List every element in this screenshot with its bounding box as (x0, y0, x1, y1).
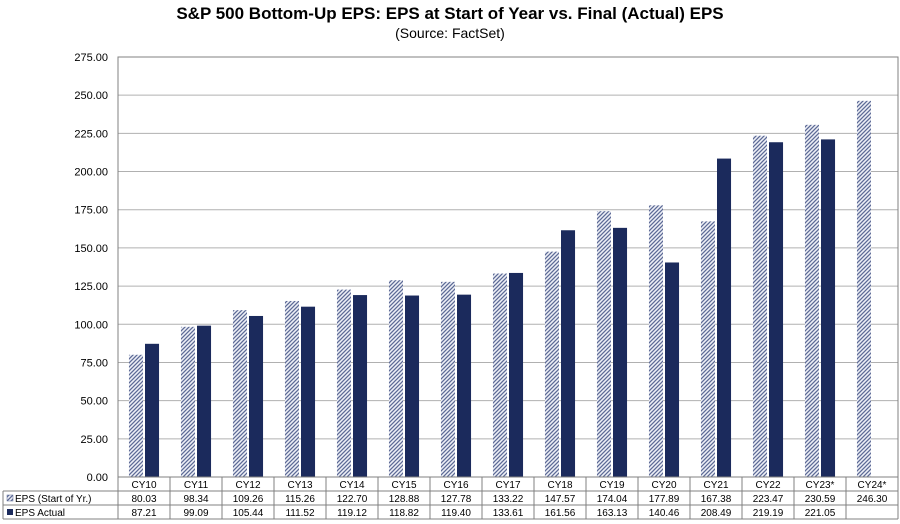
table-cell-value: 140.46 (649, 508, 680, 519)
chart-subtitle: (Source: FactSet) (395, 25, 505, 41)
table-cell-value: 115.26 (285, 494, 315, 505)
table-cell-value: 109.26 (233, 494, 264, 505)
table-cell-value: 128.88 (389, 494, 420, 505)
category-label: CY18 (547, 480, 572, 491)
bar-eps-actual (301, 306, 316, 477)
chart-title: S&P 500 Bottom-Up EPS: EPS at Start of Y… (176, 4, 724, 23)
table-cell-value: 161.56 (545, 508, 576, 519)
table-cell-value: 147.57 (545, 494, 576, 505)
bar-eps-start-of-year (856, 100, 871, 477)
table-cell-value: 230.59 (805, 494, 836, 505)
y-tick-label: 250.00 (74, 90, 108, 102)
bar-eps-actual (353, 295, 368, 477)
category-label: CY12 (235, 480, 260, 491)
table-cell-value: 223.47 (753, 494, 784, 505)
table-cell-value: 246.30 (857, 494, 888, 505)
bar-eps-start-of-year (544, 251, 559, 477)
category-label: CY15 (391, 480, 416, 491)
table-cell-value: 208.49 (701, 508, 732, 519)
legend-label: EPS (Start of Yr.) (15, 494, 92, 505)
table-cell-value: 99.09 (183, 508, 208, 519)
table-cell-value: 105.44 (233, 508, 264, 519)
bar-eps-start-of-year (492, 273, 507, 477)
category-label: CY16 (443, 480, 468, 491)
bar-eps-actual (665, 262, 680, 477)
y-tick-label: 225.00 (74, 128, 108, 140)
table-cell-value: 80.03 (131, 494, 156, 505)
bar-eps-start-of-year (752, 135, 767, 477)
y-tick-label: 125.00 (74, 281, 108, 293)
table-cell-value: 98.34 (183, 494, 208, 505)
table-cell-value: 133.22 (493, 494, 524, 505)
category-label: CY20 (651, 480, 676, 491)
y-tick-label: 100.00 (74, 319, 108, 331)
table-cell-value: 133.61 (493, 508, 524, 519)
table-cell-value: 119.40 (441, 508, 471, 519)
bar-eps-actual (509, 272, 524, 477)
table-cell-value: 118.82 (389, 508, 419, 519)
legend-key-eps-actual (7, 509, 13, 515)
table-cell-value: 127.78 (441, 494, 472, 505)
y-tick-label: 0.00 (87, 472, 108, 484)
y-tick-label: 150.00 (74, 243, 108, 255)
table-cell-value: 219.19 (753, 508, 784, 519)
bar-eps-actual (405, 295, 420, 477)
category-label: CY13 (287, 480, 312, 491)
bar-eps-start-of-year (648, 205, 663, 477)
y-tick-label: 275.00 (74, 52, 108, 64)
bar-eps-start-of-year (596, 211, 611, 477)
bar-eps-actual (613, 227, 628, 477)
y-tick-label: 175.00 (74, 205, 108, 217)
bar-eps-actual (457, 294, 472, 477)
bar-eps-actual (717, 158, 732, 477)
y-tick-label: 25.00 (80, 434, 108, 446)
bar-eps-start-of-year (284, 300, 299, 477)
bar-eps-actual (197, 325, 212, 477)
table-cell-value: 174.04 (597, 494, 628, 505)
category-label: CY10 (131, 480, 156, 491)
category-label: CY21 (703, 480, 728, 491)
legend-label: EPS Actual (15, 508, 65, 519)
bar-eps-actual (249, 315, 264, 477)
table-cell-value: 119.12 (337, 508, 367, 519)
table-cell-value: 122.70 (337, 494, 368, 505)
category-label: CY11 (184, 480, 209, 491)
category-label: CY24* (858, 480, 887, 491)
table-cell-value: 167.38 (701, 494, 732, 505)
bar-eps-start-of-year (336, 289, 351, 477)
bar-eps-start-of-year (180, 326, 195, 477)
bar-eps-actual (145, 343, 160, 477)
legend-key-eps-start (6, 494, 14, 502)
table-cell-value: 177.89 (649, 494, 680, 505)
bar-eps-start-of-year (804, 124, 819, 478)
category-label: CY23* (806, 480, 835, 491)
bar-eps-actual (821, 139, 836, 477)
y-tick-label: 200.00 (74, 167, 108, 179)
category-label: CY14 (339, 480, 364, 491)
bar-eps-actual (769, 142, 784, 477)
category-label: CY22 (755, 480, 780, 491)
bar-eps-start-of-year (700, 221, 715, 477)
bar-eps-start-of-year (440, 281, 455, 477)
category-label: CY19 (599, 480, 624, 491)
y-tick-label: 75.00 (80, 357, 108, 369)
table-cell-value: 163.13 (597, 508, 628, 519)
bar-eps-start-of-year (128, 354, 143, 477)
table-cell-value: 221.05 (805, 508, 836, 519)
bar-eps-start-of-year (388, 280, 403, 477)
table-cell-value: 111.52 (285, 508, 315, 519)
y-tick-label: 50.00 (80, 396, 108, 408)
bar-eps-actual (561, 230, 576, 477)
category-label: CY17 (495, 480, 520, 491)
table-cell-value: 87.21 (131, 508, 156, 519)
bar-eps-start-of-year (232, 310, 247, 477)
